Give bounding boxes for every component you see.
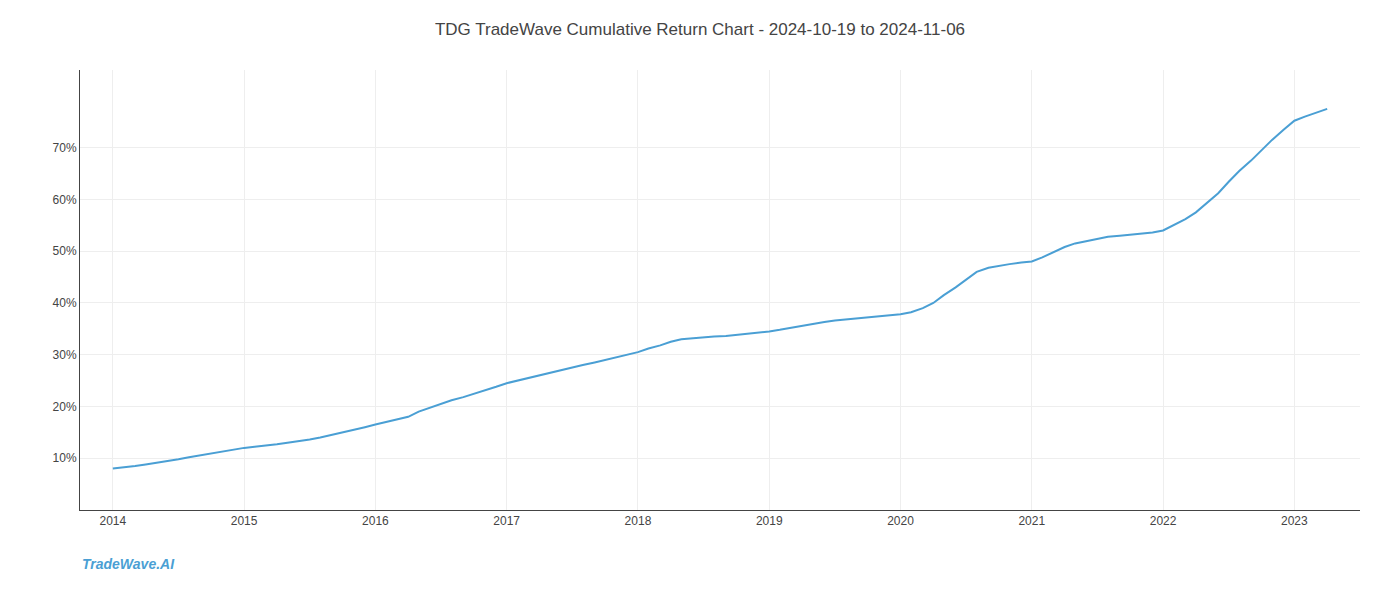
svg-text:10%: 10% — [53, 451, 77, 465]
svg-text:2016: 2016 — [362, 514, 389, 528]
svg-text:2019: 2019 — [756, 514, 783, 528]
svg-text:50%: 50% — [53, 244, 77, 258]
svg-text:30%: 30% — [53, 348, 77, 362]
svg-text:20%: 20% — [53, 400, 77, 414]
svg-text:2022: 2022 — [1150, 514, 1177, 528]
svg-text:2014: 2014 — [99, 514, 126, 528]
svg-text:60%: 60% — [53, 193, 77, 207]
svg-text:70%: 70% — [53, 141, 77, 155]
svg-text:TDG TradeWave Cumulative Retur: TDG TradeWave Cumulative Return Chart - … — [435, 20, 965, 39]
svg-text:2021: 2021 — [1018, 514, 1045, 528]
svg-text:2015: 2015 — [231, 514, 258, 528]
svg-text:TradeWave.AI: TradeWave.AI — [82, 556, 175, 572]
svg-text:2020: 2020 — [887, 514, 914, 528]
svg-text:2017: 2017 — [493, 514, 520, 528]
svg-text:2018: 2018 — [625, 514, 652, 528]
svg-text:40%: 40% — [53, 296, 77, 310]
svg-text:2023: 2023 — [1281, 514, 1308, 528]
